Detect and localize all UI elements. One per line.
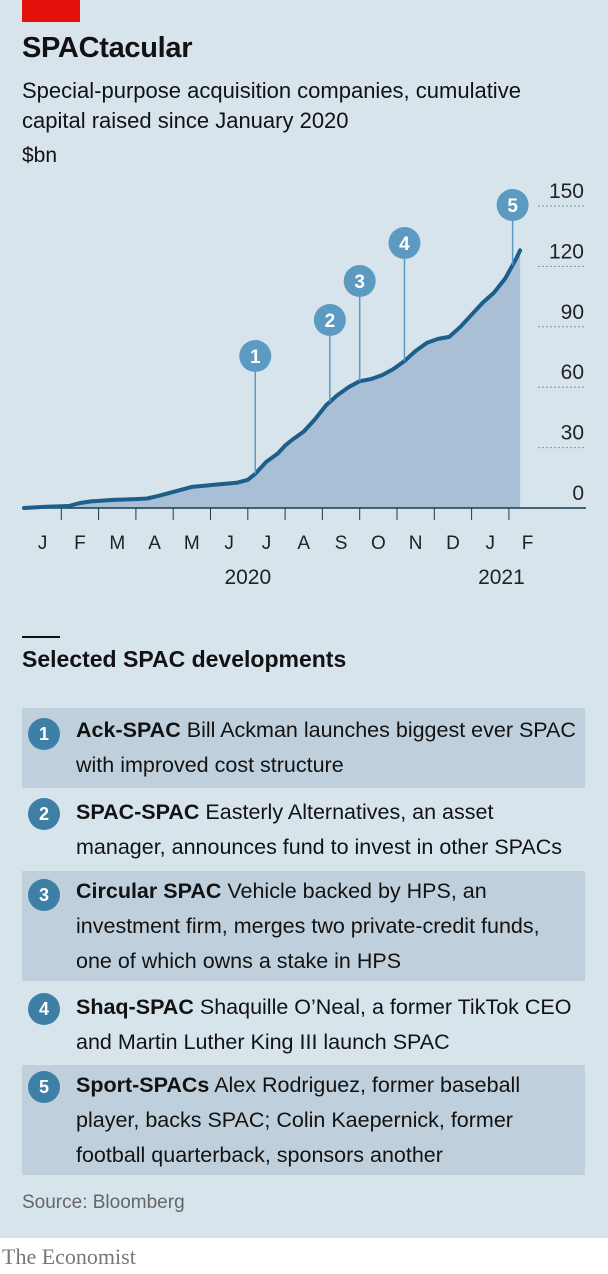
y-tick-label: 150 bbox=[549, 180, 584, 203]
development-item-1: 1 Ack-SPAC Bill Ackman launches biggest … bbox=[22, 708, 585, 788]
development-text: Vehicle backed by HPS, an investment fir… bbox=[76, 879, 540, 973]
year-label-2021: 2021 bbox=[478, 566, 525, 589]
development-name: Circular SPAC bbox=[76, 879, 222, 903]
x-tick-label: S bbox=[335, 533, 348, 554]
marker-badge: 4 bbox=[28, 993, 60, 1025]
annotation-label: 2 bbox=[325, 311, 336, 332]
annotation-label: 1 bbox=[250, 347, 261, 368]
developments-title: Selected SPAC developments bbox=[22, 646, 347, 672]
x-tick-label: J bbox=[262, 533, 272, 554]
marker-badge: 3 bbox=[28, 879, 60, 911]
y-tick-label: 60 bbox=[561, 361, 584, 384]
x-tick-label: O bbox=[371, 533, 386, 554]
development-text: Shaquille O’Neal, a former TikTok CEO an… bbox=[76, 995, 572, 1054]
year-label-2020: 2020 bbox=[224, 566, 271, 589]
series-line bbox=[22, 248, 523, 510]
x-tick-label: F bbox=[522, 533, 534, 554]
development-item-2: 2 SPAC-SPAC Easterly Alternatives, an as… bbox=[22, 795, 585, 867]
chart-subtitle: Special-purpose acquisition companies, c… bbox=[22, 78, 521, 133]
development-item-3: 3 Circular SPAC Vehicle backed by HPS, a… bbox=[22, 871, 585, 981]
development-text: Easterly Alternatives, an asset manager,… bbox=[76, 800, 563, 859]
area-fill bbox=[24, 250, 521, 509]
chart-title: SPACtacular bbox=[22, 32, 193, 64]
development-name: SPAC-SPAC bbox=[76, 800, 200, 824]
development-name: Sport-SPACs bbox=[76, 1073, 210, 1097]
y-tick-label: 120 bbox=[549, 240, 584, 263]
marker-badge: 1 bbox=[28, 718, 60, 750]
development-item-5: 5 Sport-SPACs Alex Rodriguez, former bas… bbox=[22, 1065, 585, 1175]
marker-badge: 2 bbox=[28, 798, 60, 830]
y-tick-label: 0 bbox=[572, 482, 584, 505]
marker-badge: 5 bbox=[28, 1071, 60, 1103]
x-tick-label: J bbox=[38, 533, 48, 554]
annotation-marker bbox=[496, 189, 529, 221]
brand-red-bar bbox=[22, 0, 80, 22]
annotation-marker bbox=[343, 265, 376, 297]
development-text: Bill Ackman launches biggest ever SPAC w… bbox=[76, 718, 576, 777]
annotation-label: 5 bbox=[507, 196, 518, 217]
section-rule bbox=[22, 636, 60, 638]
publication-brand: The Economist bbox=[2, 1244, 136, 1269]
x-tick-label: J bbox=[486, 533, 496, 554]
unit-label: $bn bbox=[22, 144, 58, 167]
development-name: Shaq-SPAC bbox=[76, 995, 194, 1019]
annotation-marker bbox=[388, 227, 421, 259]
chart-panel: SPACtacular Special-purpose acquisition … bbox=[0, 0, 608, 1238]
annotation-label: 4 bbox=[399, 234, 410, 255]
x-tick-label: M bbox=[109, 533, 125, 554]
x-tick-label: A bbox=[148, 533, 161, 554]
x-tick-label: J bbox=[224, 533, 234, 554]
source-note: Source: Bloomberg bbox=[22, 1192, 185, 1213]
x-tick-label: D bbox=[446, 533, 460, 554]
annotation-marker bbox=[239, 340, 272, 372]
x-tick-label: N bbox=[409, 533, 423, 554]
development-text: Alex Rodriguez, former baseball player, … bbox=[76, 1073, 521, 1167]
x-tick-label: M bbox=[184, 533, 200, 554]
development-name: Ack-SPAC bbox=[76, 718, 181, 742]
y-tick-label: 30 bbox=[561, 422, 584, 445]
development-item-4: 4 Shaq-SPAC Shaquille O’Neal, a former T… bbox=[22, 987, 585, 1059]
x-tick-label: F bbox=[74, 533, 86, 554]
x-tick-label: A bbox=[297, 533, 310, 554]
annotation-marker bbox=[313, 304, 346, 336]
y-tick-label: 90 bbox=[561, 301, 584, 324]
annotation-label: 3 bbox=[354, 272, 365, 293]
